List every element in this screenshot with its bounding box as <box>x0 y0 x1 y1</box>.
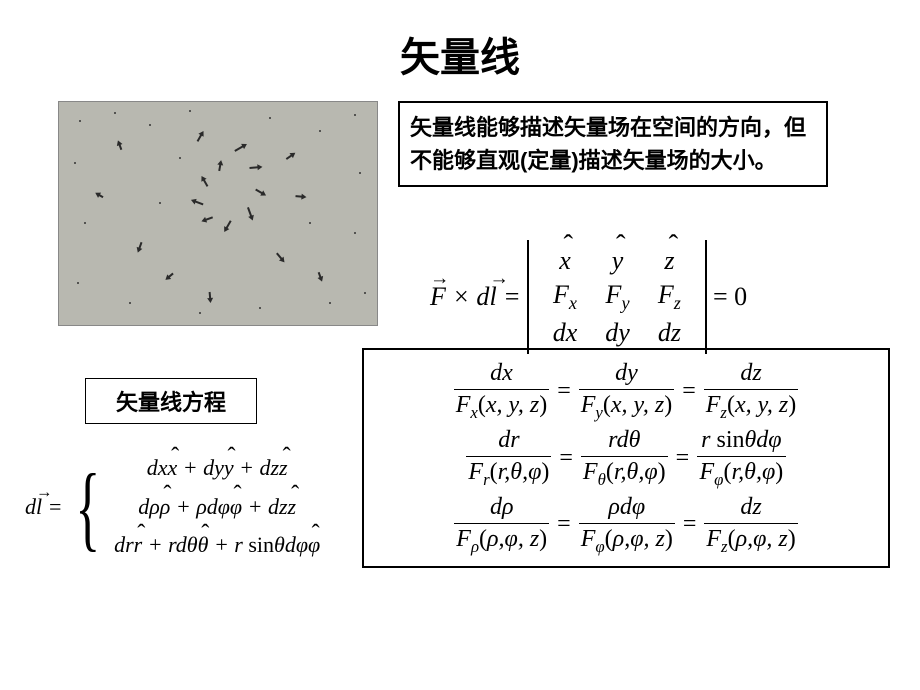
left-column: 矢量线方程 dl = { dxx + dyy + dzz dρρ + ρdφφ … <box>30 348 370 568</box>
speckle-icon <box>77 282 79 284</box>
speckle-icon <box>74 162 76 164</box>
field-arrow-icon <box>247 207 253 219</box>
field-arrow-icon <box>197 132 204 142</box>
field-arrow-icon <box>96 193 103 198</box>
slide-container: 矢量线 矢量线能够描述矢量场在空间的方向，但不能够直观(定量)描述矢量场的大小。… <box>0 0 920 690</box>
field-arrow-icon <box>318 272 323 280</box>
determinant: xyz FxFyFz dxdydz <box>527 240 707 354</box>
speckle-icon <box>79 120 81 122</box>
speckle-icon <box>359 172 361 174</box>
description-box: 矢量线能够描述矢量场在空间的方向，但不能够直观(定量)描述矢量场的大小。 <box>398 101 828 187</box>
field-arrow-icon <box>234 144 245 152</box>
speckle-icon <box>159 202 161 204</box>
speckle-icon <box>364 292 366 294</box>
speckle-icon <box>179 157 181 159</box>
slide-title: 矢量线 <box>30 25 890 83</box>
speckle-icon <box>114 112 116 114</box>
field-arrow-icon <box>192 200 203 206</box>
speckle-icon <box>309 222 311 224</box>
field-arrow-icon <box>138 242 143 251</box>
cross-rhs: = 0 <box>713 282 747 312</box>
speckle-icon <box>189 110 191 112</box>
field-arrow-icon <box>295 195 304 198</box>
speckle-icon <box>149 124 151 126</box>
field-arrow-icon <box>218 162 222 171</box>
dl-lhs: dl = <box>25 494 62 520</box>
field-arrow-icon <box>202 177 209 187</box>
field-arrow-icon <box>166 273 173 280</box>
dl-spherical: drr + rdθθ + r sinθdφφ <box>114 526 320 565</box>
speckle-icon <box>259 307 261 309</box>
field-arrow-icon <box>249 166 260 169</box>
eq-cylindrical: dρFρ(ρ,φ, z) = ρdφFφ(ρ,φ, z) = dzFz(ρ,φ,… <box>374 494 878 557</box>
speckle-icon <box>319 130 321 132</box>
speckle-icon <box>354 114 356 116</box>
field-arrow-icon <box>276 253 284 262</box>
field-arrow-icon <box>286 153 295 160</box>
field-arrow-icon <box>255 189 265 196</box>
field-arrow-icon <box>224 220 231 231</box>
dl-definition: dl = { dxx + dyy + dzz dρρ + ρdφφ + dzz … <box>25 449 370 565</box>
equation-label-box: 矢量线方程 <box>85 378 257 424</box>
field-arrow-icon <box>203 216 213 221</box>
cross-product-equation: F × dl = xyz FxFyFz dxdydz = 0 <box>430 240 747 354</box>
speckle-icon <box>329 302 331 304</box>
field-arrow-icon <box>118 142 123 150</box>
speckle-icon <box>354 232 356 234</box>
dl-cases: dxx + dyy + dzz dρρ + ρdφφ + dzz drr + r… <box>114 449 320 565</box>
speckle-icon <box>199 312 201 314</box>
vector-field-figure <box>58 101 378 326</box>
speckle-icon <box>84 222 86 224</box>
dl-cartesian: dxx + dyy + dzz <box>114 449 320 488</box>
bottom-row: 矢量线方程 dl = { dxx + dyy + dzz dρρ + ρdφφ … <box>30 348 890 568</box>
field-line-equations-box: dxFx(x, y, z) = dyFy(x, y, z) = dzFz(x, … <box>362 348 890 568</box>
eq-spherical: drFr(r,θ,φ) = rdθFθ(r,θ,φ) = r sinθdφFφ(… <box>374 427 878 490</box>
field-arrow-icon <box>209 292 212 301</box>
brace-icon: { <box>76 469 101 545</box>
speckle-icon <box>129 302 131 304</box>
speckle-icon <box>269 117 271 119</box>
eq-cartesian: dxFx(x, y, z) = dyFy(x, y, z) = dzFz(x, … <box>374 360 878 423</box>
cross-lhs: F × dl = <box>430 282 521 312</box>
